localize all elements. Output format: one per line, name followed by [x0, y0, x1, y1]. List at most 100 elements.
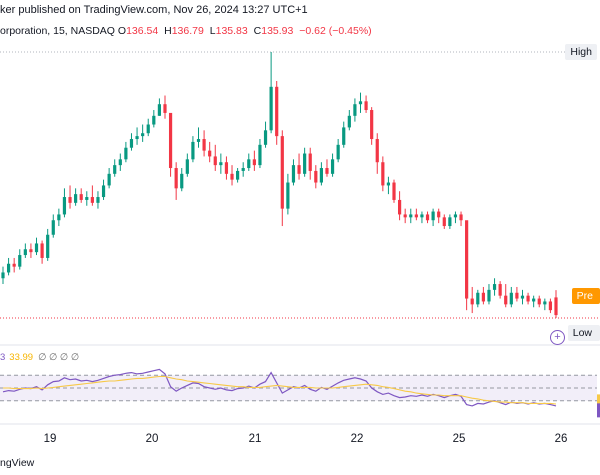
candle: [40, 240, 44, 264]
candle-body: [498, 284, 502, 296]
candle: [381, 156, 385, 192]
low-label: L: [209, 25, 216, 37]
candle: [51, 214, 55, 238]
candle-body: [62, 197, 67, 215]
published-note: ker published on TradingView.com, Nov 26…: [0, 4, 308, 16]
candle-body: [79, 194, 83, 200]
candle-body: [247, 159, 251, 169]
candle-body: [291, 165, 296, 183]
candle: [79, 188, 83, 203]
candle: [465, 220, 469, 311]
candle-body: [174, 168, 178, 189]
candle: [414, 208, 418, 221]
candle-body: [269, 86, 273, 131]
x-tick-label: 25: [452, 433, 466, 445]
candle-body: [196, 139, 201, 142]
candles-group: [1, 52, 558, 318]
x-tick-label: 21: [248, 433, 262, 445]
candle-body: [336, 144, 340, 160]
candle-body: [275, 86, 279, 137]
candle-body: [263, 130, 268, 145]
candle: [386, 176, 391, 195]
candle: [29, 243, 33, 258]
candle: [157, 98, 162, 116]
candle: [532, 295, 536, 308]
candle: [342, 121, 346, 148]
rsi-ma-axis-marker: [597, 394, 600, 409]
candle-body: [392, 182, 396, 200]
candle: [113, 159, 117, 177]
candle: [263, 121, 268, 148]
candle: [453, 211, 458, 224]
candle-body: [481, 292, 485, 302]
candle: [101, 179, 106, 200]
premarket-tag: Pre: [571, 288, 600, 304]
candle: [526, 292, 530, 305]
candle-body: [213, 156, 217, 166]
candle-body: [230, 173, 234, 180]
candle: [208, 141, 212, 163]
candle-body: [504, 295, 508, 305]
close-label: C: [253, 25, 262, 37]
candle-body: [370, 110, 374, 140]
candle-body: [252, 159, 256, 166]
candle: [280, 130, 284, 227]
candle-body: [74, 194, 78, 203]
candle-body: [442, 217, 446, 227]
rsi-line: [2, 368, 557, 407]
candle: [297, 153, 301, 180]
candle: [196, 127, 201, 148]
candle-body: [118, 159, 122, 166]
candle: [135, 127, 139, 145]
candle: [275, 81, 279, 145]
candle-body: [515, 292, 519, 299]
candle-body: [23, 249, 27, 256]
candle-body: [280, 136, 284, 209]
candle-body: [224, 162, 229, 174]
candle-body: [168, 112, 173, 169]
x-tick-label: 26: [554, 433, 568, 445]
candle-body: [548, 301, 553, 311]
clock-icon[interactable]: +: [550, 330, 565, 345]
candle: [442, 214, 446, 229]
candle-body: [403, 214, 407, 218]
candle-body: [397, 199, 402, 215]
candle-body: [453, 214, 458, 218]
candle-body: [68, 197, 72, 203]
candle-body: [431, 211, 435, 221]
candle-body: [6, 263, 11, 273]
tradingview-brand: ngView: [0, 457, 35, 469]
candle: [431, 208, 435, 227]
candle: [459, 211, 463, 227]
candle-body: [470, 298, 474, 305]
candle: [18, 249, 22, 270]
candle: [543, 298, 547, 311]
candle: [520, 289, 525, 305]
candle: [515, 286, 519, 302]
candle: [258, 139, 262, 169]
candle: [336, 139, 340, 163]
candle: [537, 295, 541, 308]
candle: [397, 191, 402, 221]
candle: [481, 286, 485, 305]
candle-body: [180, 173, 184, 189]
candle: [202, 130, 206, 157]
high-label: H: [164, 25, 172, 37]
candle-body: [135, 136, 139, 140]
candle-body: [342, 127, 346, 145]
candle: [364, 95, 368, 113]
candle-body: [51, 220, 55, 235]
candle-body: [386, 182, 391, 186]
rsi-ma-value: 33.99: [9, 352, 34, 363]
symbol-label[interactable]: orporation, 15, NASDAQ: [0, 25, 115, 37]
candle: [1, 266, 5, 285]
rsi-axis-marker: [597, 403, 600, 418]
candle: [174, 162, 178, 200]
candle-body: [85, 197, 89, 200]
candle: [492, 278, 497, 296]
candle: [118, 153, 122, 171]
candle: [236, 168, 240, 183]
open-label: O: [117, 25, 127, 37]
candle: [554, 290, 558, 318]
